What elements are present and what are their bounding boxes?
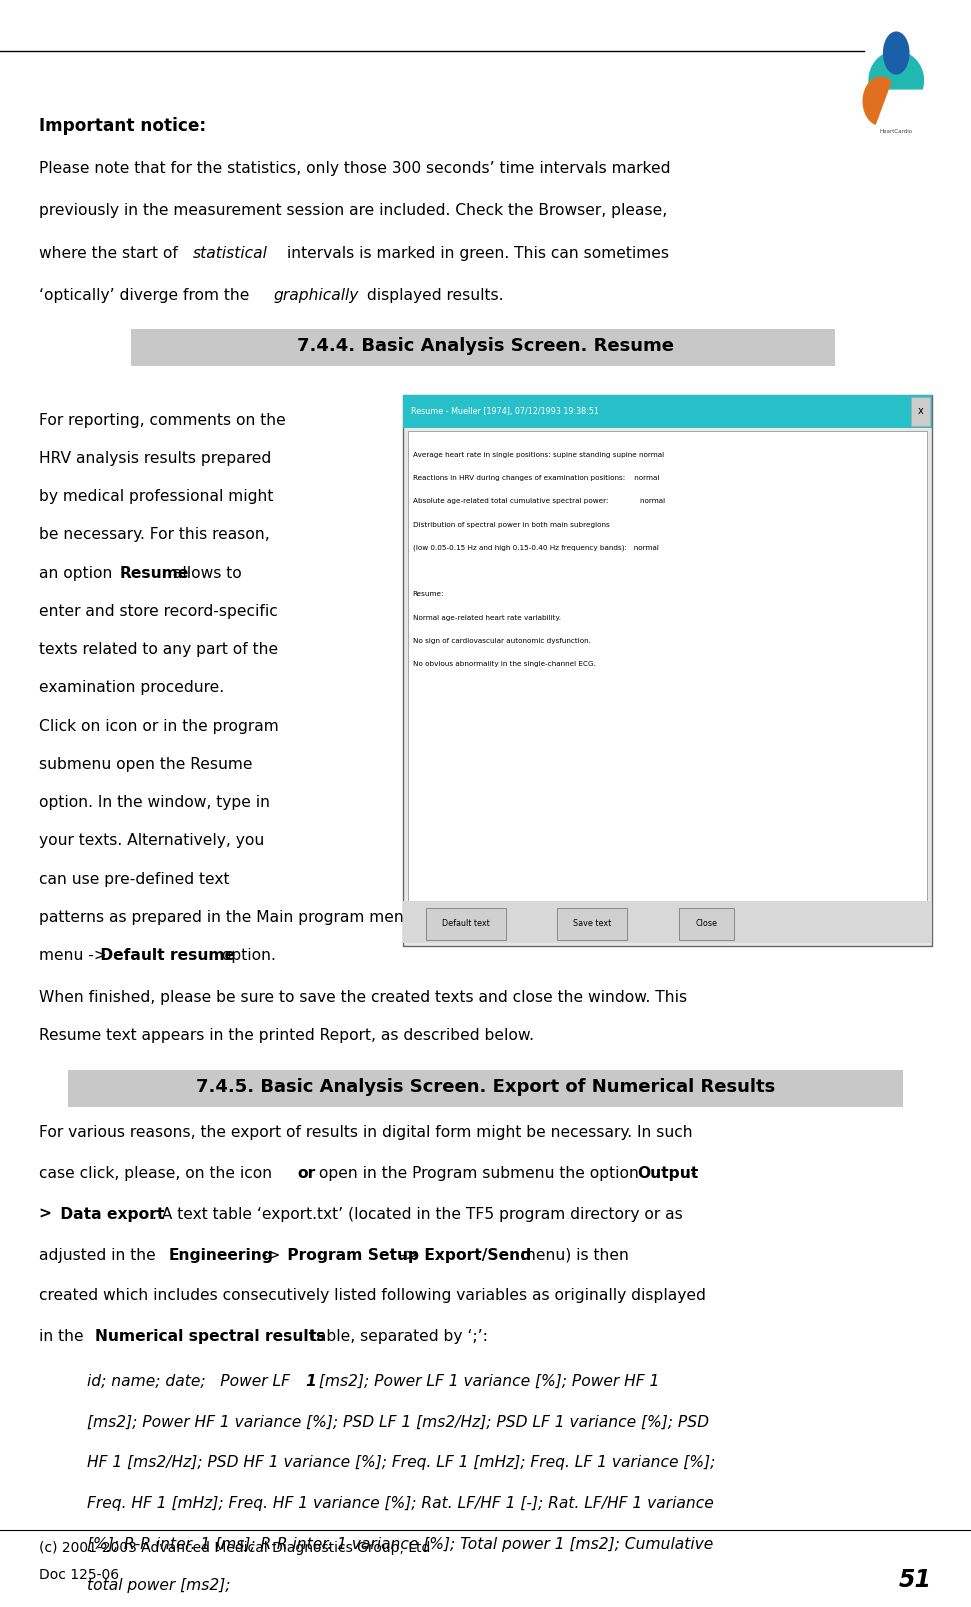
Bar	[403, 395, 932, 947]
Text: be necessary. For this reason,: be necessary. For this reason,	[39, 527, 270, 543]
Text: or: or	[298, 1167, 316, 1181]
Text: menu ->: menu ->	[39, 948, 107, 963]
Text: allows to: allows to	[168, 566, 242, 580]
Text: Default resume: Default resume	[95, 948, 236, 963]
Text: your texts. Alternatively, you: your texts. Alternatively, you	[39, 834, 264, 848]
Text: table, separated by ‘;’:: table, separated by ‘;’:	[306, 1329, 487, 1343]
Text: x: x	[918, 407, 923, 416]
Text: in the: in the	[39, 1329, 88, 1343]
Text: Close: Close	[695, 919, 718, 929]
Text: menu) is then: menu) is then	[516, 1247, 629, 1263]
Text: enter and store record-specific: enter and store record-specific	[39, 604, 278, 619]
Text: displayed results.: displayed results.	[362, 288, 504, 304]
Text: HRV analysis results prepared: HRV analysis results prepared	[39, 452, 271, 466]
Text: ->: ->	[516, 910, 540, 924]
Text: id; name; date;   Power LF: id; name; date; Power LF	[87, 1374, 295, 1388]
Text: Save text: Save text	[573, 919, 612, 929]
Text: option.: option.	[217, 948, 276, 963]
Text: examination procedure.: examination procedure.	[39, 680, 224, 696]
Text: 51: 51	[899, 1568, 932, 1593]
Text: For various reasons, the export of results in digital form might be necessary. I: For various reasons, the export of resul…	[39, 1125, 692, 1141]
Text: Program setup: Program setup	[540, 910, 676, 924]
Text: Normal age-related heart rate variability.: Normal age-related heart rate variabilit…	[413, 615, 560, 620]
Text: can use pre-defined text: can use pre-defined text	[39, 871, 229, 887]
Text: an option: an option	[39, 566, 117, 580]
Text: Output: Output	[637, 1167, 699, 1181]
Text: Engineering: Engineering	[427, 910, 532, 924]
Polygon shape	[863, 77, 891, 124]
Text: Doc 125-06: Doc 125-06	[39, 1568, 119, 1583]
Text: Freq. HF 1 [mHz]; Freq. HF 1 variance [%]; Rat. LF/HF 1 [-]; Rat. LF/HF 1 varian: Freq. HF 1 [mHz]; Freq. HF 1 variance [%…	[87, 1496, 714, 1511]
Text: (c) 2001-2003 Advanced Medical Diagnostics Group, Ltd: (c) 2001-2003 Advanced Medical Diagnosti…	[39, 1541, 430, 1556]
Text: Average heart rate in single positions: supine standing supine normal: Average heart rate in single positions: …	[413, 452, 664, 458]
Text: by medical professional might: by medical professional might	[39, 489, 273, 505]
Text: submenu open the Resume: submenu open the Resume	[39, 757, 252, 771]
Text: adjusted in the: adjusted in the	[39, 1247, 160, 1263]
Text: Default text: Default text	[442, 919, 490, 929]
Bar	[408, 431, 927, 902]
Text: case click, please, on the icon: case click, please, on the icon	[39, 1167, 277, 1181]
Text: graphically: graphically	[274, 288, 359, 304]
Text: option. In the window, type in: option. In the window, type in	[39, 795, 270, 810]
Text: ->: ->	[257, 1247, 281, 1263]
Bar	[403, 395, 932, 427]
Text: Important notice:: Important notice:	[39, 117, 206, 135]
Text: Please note that for the statistics, only those 300 seconds’ time intervals mark: Please note that for the statistics, onl…	[39, 161, 670, 177]
Bar	[131, 329, 835, 366]
Text: 1: 1	[306, 1374, 317, 1388]
Text: When finished, please be sure to save the created texts and close the window. Th: When finished, please be sure to save th…	[39, 990, 686, 1004]
Text: >: >	[39, 1207, 51, 1221]
Text: patterns as prepared in the Main program menu,: patterns as prepared in the Main program…	[39, 910, 428, 924]
Text: Engineering: Engineering	[168, 1247, 273, 1263]
Text: where the start of: where the start of	[39, 246, 183, 260]
Text: statistical: statistical	[192, 246, 267, 260]
Text: Resume text appears in the printed Report, as described below.: Resume text appears in the printed Repor…	[39, 1028, 534, 1043]
Text: Numerical spectral results: Numerical spectral results	[95, 1329, 326, 1343]
Text: Resume: Resume	[119, 566, 189, 580]
Text: Distribution of spectral power in both main subregions: Distribution of spectral power in both m…	[413, 522, 610, 527]
Text: Absolute age-related total cumulative spectral power:              normal: Absolute age-related total cumulative sp…	[413, 498, 665, 505]
Text: HeartCardio: HeartCardio	[880, 129, 913, 133]
Text: created which includes consecutively listed following variables as originally di: created which includes consecutively lis…	[39, 1289, 706, 1303]
FancyBboxPatch shape	[557, 908, 627, 940]
Polygon shape	[869, 51, 923, 88]
Text: No sign of cardiovascular autonomic dysfunction.: No sign of cardiovascular autonomic dysf…	[413, 638, 590, 644]
Text: Export/Send: Export/Send	[419, 1247, 531, 1263]
FancyBboxPatch shape	[679, 908, 734, 940]
Text: ‘optically’ diverge from the: ‘optically’ diverge from the	[39, 288, 254, 304]
Text: (low 0.05-0.15 Hz and high 0.15-0.40 Hz frequency bands):   normal: (low 0.05-0.15 Hz and high 0.15-0.40 Hz …	[413, 545, 658, 551]
Text: Program Setup: Program Setup	[282, 1247, 419, 1263]
Text: No obvious abnormality in the single-channel ECG.: No obvious abnormality in the single-cha…	[413, 662, 595, 667]
Text: Resume - Mueller [1974], 07/12/1993 19:38:51: Resume - Mueller [1974], 07/12/1993 19:3…	[411, 407, 598, 416]
Text: [%]; R-R inter. 1 [ms]; R-R inter. 1 variance [%]; Total power 1 [ms2]; Cumulati: [%]; R-R inter. 1 [ms]; R-R inter. 1 var…	[87, 1536, 714, 1552]
Text: [ms2]; Power LF 1 variance [%]; Power HF 1: [ms2]; Power LF 1 variance [%]; Power HF…	[314, 1374, 659, 1388]
Text: -: -	[686, 1167, 696, 1181]
Text: texts related to any part of the: texts related to any part of the	[39, 643, 278, 657]
Text: Click on icon or in the program: Click on icon or in the program	[39, 718, 279, 734]
Text: 7.4.5. Basic Analysis Screen. Export of Numerical Results: 7.4.5. Basic Analysis Screen. Export of …	[196, 1078, 775, 1096]
Circle shape	[884, 32, 909, 74]
FancyBboxPatch shape	[426, 908, 506, 940]
Bar	[68, 1070, 903, 1107]
Text: For reporting, comments on the: For reporting, comments on the	[39, 413, 285, 427]
Text: Data export: Data export	[55, 1207, 164, 1221]
Bar	[911, 397, 930, 426]
Text: . A text table ‘export.txt’ (located in the TF5 program directory or as: . A text table ‘export.txt’ (located in …	[152, 1207, 683, 1221]
Text: total power [ms2];: total power [ms2];	[87, 1578, 231, 1593]
Text: ->: ->	[395, 1247, 419, 1263]
Text: previously in the measurement session are included. Check the Browser, please,: previously in the measurement session ar…	[39, 204, 667, 219]
Text: open in the Program submenu the option: open in the Program submenu the option	[314, 1167, 644, 1181]
Bar	[403, 902, 932, 943]
Text: 7.4.4. Basic Analysis Screen. Resume: 7.4.4. Basic Analysis Screen. Resume	[297, 337, 674, 355]
Text: intervals is marked in green. This can sometimes: intervals is marked in green. This can s…	[282, 246, 668, 260]
Text: [ms2]; Power HF 1 variance [%]; PSD LF 1 [ms2/Hz]; PSD LF 1 variance [%]; PSD: [ms2]; Power HF 1 variance [%]; PSD LF 1…	[87, 1414, 710, 1430]
Text: Reactions in HRV during changes of examination positions:    normal: Reactions in HRV during changes of exami…	[413, 476, 659, 480]
Text: HF 1 [ms2/Hz]; PSD HF 1 variance [%]; Freq. LF 1 [mHz]; Freq. LF 1 variance [%];: HF 1 [ms2/Hz]; PSD HF 1 variance [%]; Fr…	[87, 1456, 716, 1470]
Text: Resume:: Resume:	[413, 591, 444, 598]
